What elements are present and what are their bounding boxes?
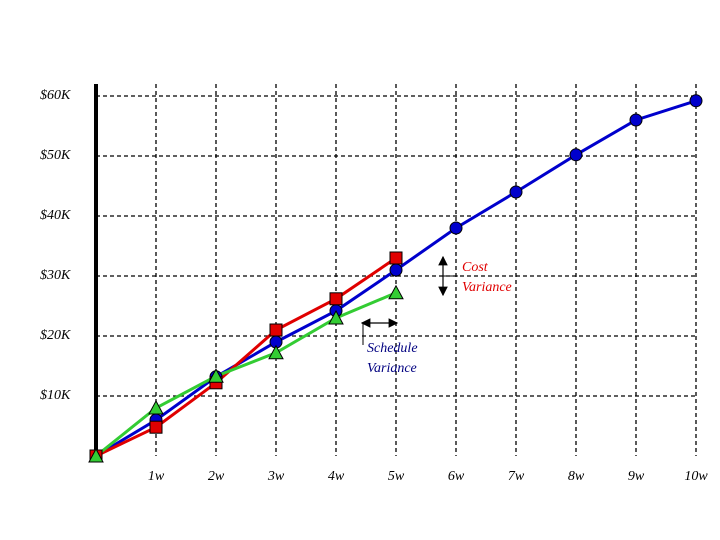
y-tick-label: $10K <box>40 388 71 403</box>
annotation: Variance <box>367 361 417 376</box>
point <box>388 284 404 300</box>
series-line <box>95 256 397 458</box>
point <box>389 263 403 277</box>
x-tick-label: 9w <box>628 469 645 484</box>
x-tick-label: 10w <box>684 469 708 484</box>
x-tick-label: 3w <box>267 469 285 484</box>
point <box>148 399 164 415</box>
point <box>689 94 703 108</box>
y-tick-label: $60K <box>40 88 71 103</box>
point <box>569 148 583 162</box>
point <box>329 292 343 306</box>
point <box>449 221 463 235</box>
x-tick-label: 8w <box>568 469 585 484</box>
point <box>208 368 224 383</box>
annotation: Schedule <box>367 341 418 356</box>
x-tick-label: 1w <box>148 469 165 484</box>
x-tick-label: 6w <box>448 469 465 484</box>
annotation: Cost <box>462 260 489 275</box>
point <box>389 251 403 265</box>
point <box>269 323 283 337</box>
point <box>509 185 523 199</box>
y-tick-label: $40K <box>40 208 71 223</box>
annotation: Variance <box>462 280 512 295</box>
x-tick-label: 2w <box>208 469 225 484</box>
x-tick-label: 7w <box>508 469 525 484</box>
y-tick-label: $50K <box>40 148 71 163</box>
x-tick-label: 4w <box>328 469 345 484</box>
point <box>88 447 104 463</box>
point <box>629 113 643 127</box>
point <box>268 344 284 360</box>
series-line <box>95 291 397 458</box>
y-tick-label: $20K <box>40 328 71 343</box>
point <box>149 420 163 434</box>
y-tick-label: $30K <box>40 268 71 283</box>
point <box>328 309 344 325</box>
x-tick-label: 5w <box>388 469 405 484</box>
